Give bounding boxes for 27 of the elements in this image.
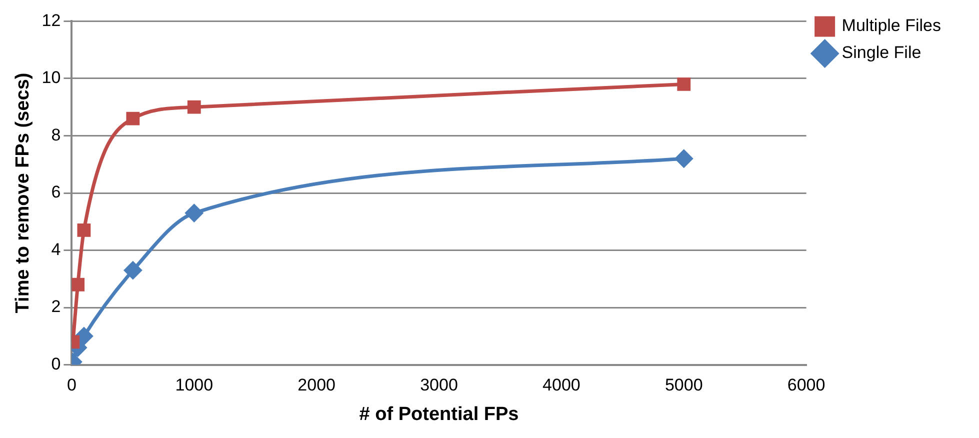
legend-label: Single File xyxy=(842,43,922,62)
y-tick-label: 10 xyxy=(42,68,61,88)
x-tick-label: 2000 xyxy=(298,376,336,395)
y-tick-label: 2 xyxy=(51,297,61,316)
point xyxy=(124,262,142,280)
point xyxy=(75,327,93,345)
point xyxy=(126,112,140,126)
y-tick-label: 0 xyxy=(51,354,61,374)
point xyxy=(77,224,91,237)
x-tick-label: 3000 xyxy=(420,376,458,395)
x-axis-title: # of Potential FPs xyxy=(359,404,519,425)
y-tick-label: 12 xyxy=(42,10,61,30)
x-tick-label: 4000 xyxy=(542,376,580,395)
x-tick-label: 5000 xyxy=(664,376,703,395)
y-tick-label: 8 xyxy=(51,125,61,144)
point xyxy=(675,150,693,168)
x-tick-label: 1000 xyxy=(175,376,214,395)
legend-label: Multiple Files xyxy=(842,16,942,36)
y-axis-title: Time to remove FPs (secs) xyxy=(12,72,34,314)
point xyxy=(185,204,203,222)
x-tick-label: 0 xyxy=(66,376,76,395)
y-tick-label: 6 xyxy=(51,182,61,202)
point xyxy=(187,100,201,114)
x-tick-label: 6000 xyxy=(787,376,826,395)
point xyxy=(677,77,691,91)
y-tick-label: 4 xyxy=(51,240,61,259)
point xyxy=(72,278,85,292)
